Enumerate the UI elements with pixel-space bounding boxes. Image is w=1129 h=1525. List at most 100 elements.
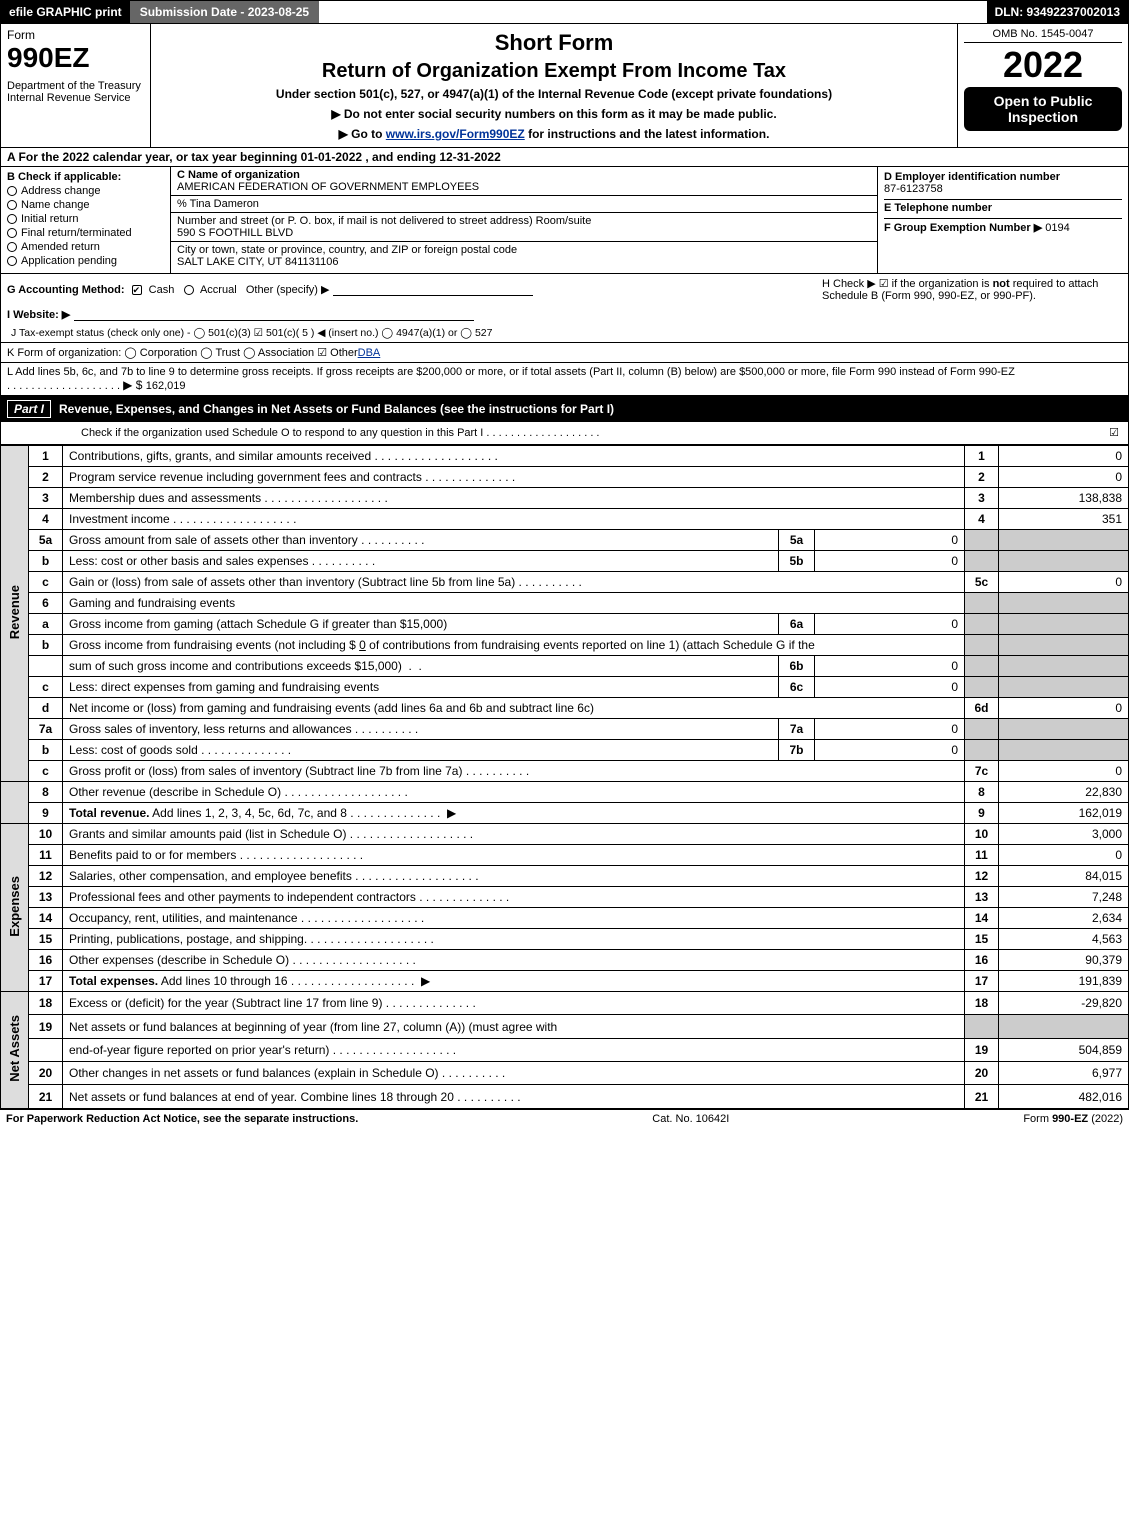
ln-17-amount: 191,839 xyxy=(999,971,1129,992)
l-arrow: ▶ $ xyxy=(123,378,146,392)
ln-7b-subval: 0 xyxy=(815,740,965,761)
ln-18-refnum: 18 xyxy=(965,992,999,1015)
ln-1-refnum: 1 xyxy=(965,446,999,467)
e-phone-label: E Telephone number xyxy=(884,199,1122,214)
ln-16-desc: Other expenses (describe in Schedule O) xyxy=(69,953,416,967)
ln-16-refnum: 16 xyxy=(965,950,999,971)
d-ein-label: D Employer identification number xyxy=(884,171,1122,183)
ln-15-desc: Printing, publications, postage, and shi… xyxy=(69,932,434,946)
ln-4-desc: Investment income xyxy=(69,512,296,526)
ln-6c-desc: Less: direct expenses from gaming and fu… xyxy=(69,680,379,694)
ln-10-refnum: 10 xyxy=(965,824,999,845)
ln-21-refnum: 21 xyxy=(965,1085,999,1108)
part-1-sub: Check if the organization used Schedule … xyxy=(0,422,1129,445)
org-info-grid: B Check if applicable: Address change Na… xyxy=(0,167,1129,274)
efile-graphic-print[interactable]: efile GRAPHIC print xyxy=(1,1,130,23)
ln-18-desc: Excess or (deficit) for the year (Subtra… xyxy=(69,996,476,1010)
goto-suffix: for instructions and the latest informat… xyxy=(528,127,769,141)
dept-treasury: Department of the Treasury Internal Reve… xyxy=(7,80,144,104)
k-dba-link[interactable]: DBA xyxy=(358,347,381,359)
ln-5c-refnum: 5c xyxy=(965,572,999,593)
b-label: B Check if applicable: xyxy=(7,171,164,183)
section-a-tax-year: A For the 2022 calendar year, or tax yea… xyxy=(0,148,1129,167)
ln-20-desc: Other changes in net assets or fund bala… xyxy=(69,1066,505,1080)
ln-21-desc: Net assets or fund balances at end of ye… xyxy=(69,1090,521,1104)
ln-14-desc: Occupancy, rent, utilities, and maintena… xyxy=(69,911,424,925)
part-1-title: Revenue, Expenses, and Changes in Net As… xyxy=(59,402,614,416)
ln-13-desc: Professional fees and other payments to … xyxy=(69,890,509,904)
section-h-schedule-b: H Check ▶ ☑ if the organization is not r… xyxy=(822,277,1122,302)
efile-topbar: efile GRAPHIC print Submission Date - 20… xyxy=(0,0,1129,24)
chk-initial-return[interactable]: Initial return xyxy=(7,213,164,225)
dln: DLN: 93492237002013 xyxy=(987,1,1128,23)
ln-12-desc: Salaries, other compensation, and employ… xyxy=(69,869,479,883)
ln-6a-desc: Gross income from gaming (attach Schedul… xyxy=(69,617,447,631)
d-ein: 87-6123758 xyxy=(884,183,1122,195)
ln-8-amount: 22,830 xyxy=(999,782,1129,803)
ln-7a-sublbl: 7a xyxy=(779,719,815,740)
chk-application-pending[interactable]: Application pending xyxy=(7,255,164,267)
care-of: % Tina Dameron xyxy=(177,198,871,210)
ln-3-desc: Membership dues and assessments xyxy=(69,491,388,505)
chk-address-change[interactable]: Address change xyxy=(7,185,164,197)
ln-13-amount: 7,248 xyxy=(999,887,1129,908)
street: 590 S FOOTHILL BLVD xyxy=(177,227,871,239)
ln-5b-subval: 0 xyxy=(815,551,965,572)
ln-9-refnum: 9 xyxy=(965,803,999,824)
part-1-checkbox[interactable]: ☑ xyxy=(1106,425,1122,441)
form-header: Form 990EZ Department of the Treasury In… xyxy=(0,24,1129,148)
ln-4-amount: 351 xyxy=(999,509,1129,530)
ln-14-refnum: 14 xyxy=(965,908,999,929)
ln-7a-desc: Gross sales of inventory, less returns a… xyxy=(69,722,418,736)
ln-15-amount: 4,563 xyxy=(999,929,1129,950)
l-text: L Add lines 5b, 6c, and 7b to line 9 to … xyxy=(7,366,1015,378)
form-title-block: Short Form Return of Organization Exempt… xyxy=(151,24,958,147)
f-group-number: 0194 xyxy=(1045,222,1069,234)
chk-cash[interactable] xyxy=(132,285,142,295)
ln-19-amount: 504,859 xyxy=(999,1038,1129,1061)
chk-name-change[interactable]: Name change xyxy=(7,199,164,211)
ln-7a-subval: 0 xyxy=(815,719,965,740)
chk-final-return[interactable]: Final return/terminated xyxy=(7,227,164,239)
part-1-tag: Part I xyxy=(7,400,51,418)
ln-6c-sublbl: 6c xyxy=(779,677,815,698)
ln-21-amount: 482,016 xyxy=(999,1085,1129,1108)
side-label-revenue: Revenue xyxy=(1,446,29,782)
ln-6d-amount: 0 xyxy=(999,698,1129,719)
chk-accrual[interactable] xyxy=(184,285,194,295)
form-word: Form xyxy=(7,28,144,42)
ln-19b-desc: end-of-year figure reported on prior yea… xyxy=(69,1043,456,1057)
ln-5c-desc: Gain or (loss) from sale of assets other… xyxy=(69,575,582,589)
ln-1-desc: Contributions, gifts, grants, and simila… xyxy=(69,449,498,463)
goto-link[interactable]: www.irs.gov/Form990EZ xyxy=(386,127,525,141)
footer-formref: Form 990-EZ (2022) xyxy=(1023,1113,1123,1125)
ln-2-amount: 0 xyxy=(999,467,1129,488)
ln-7c-amount: 0 xyxy=(999,761,1129,782)
section-g-accounting: G Accounting Method: Cash Accrual Other … xyxy=(7,283,533,296)
org-name: AMERICAN FEDERATION OF GOVERNMENT EMPLOY… xyxy=(177,181,871,193)
form-id-block: Form 990EZ Department of the Treasury In… xyxy=(1,24,151,147)
ln-5b-sublbl: 5b xyxy=(779,551,815,572)
section-k: K Form of organization: ◯ Corporation ◯ … xyxy=(0,343,1129,363)
ln-5a-desc: Gross amount from sale of assets other t… xyxy=(69,533,425,547)
ln-2-desc: Program service revenue including govern… xyxy=(69,470,515,484)
ln-11-desc: Benefits paid to or for members xyxy=(69,848,363,862)
chk-amended-return[interactable]: Amended return xyxy=(7,241,164,253)
under-section: Under section 501(c), 527, or 4947(a)(1)… xyxy=(159,87,949,101)
open-to-public-inspection: Open to Public Inspection xyxy=(964,87,1122,131)
ln-7c-desc: Gross profit or (loss) from sales of inv… xyxy=(69,764,529,778)
footer-catno: Cat. No. 10642I xyxy=(652,1113,729,1125)
f-group-label: F Group Exemption Number ▶ xyxy=(884,222,1045,234)
ln-6a-sublbl: 6a xyxy=(779,614,815,635)
ln-6-desc: Gaming and fundraising events xyxy=(63,593,965,614)
c-name-label: C Name of organization xyxy=(177,169,871,181)
ln-6d-desc: Net income or (loss) from gaming and fun… xyxy=(69,701,594,715)
ln-6a-subval: 0 xyxy=(815,614,965,635)
side-label-expenses: Expenses xyxy=(1,824,29,992)
l-value: 162,019 xyxy=(146,380,186,392)
ln-7c-refnum: 7c xyxy=(965,761,999,782)
ln-5b-desc: Less: cost or other basis and sales expe… xyxy=(69,554,375,568)
city-label: City or town, state or province, country… xyxy=(177,244,871,256)
ln-9-desc: Total revenue. xyxy=(69,806,149,820)
ln-5c-amount: 0 xyxy=(999,572,1129,593)
